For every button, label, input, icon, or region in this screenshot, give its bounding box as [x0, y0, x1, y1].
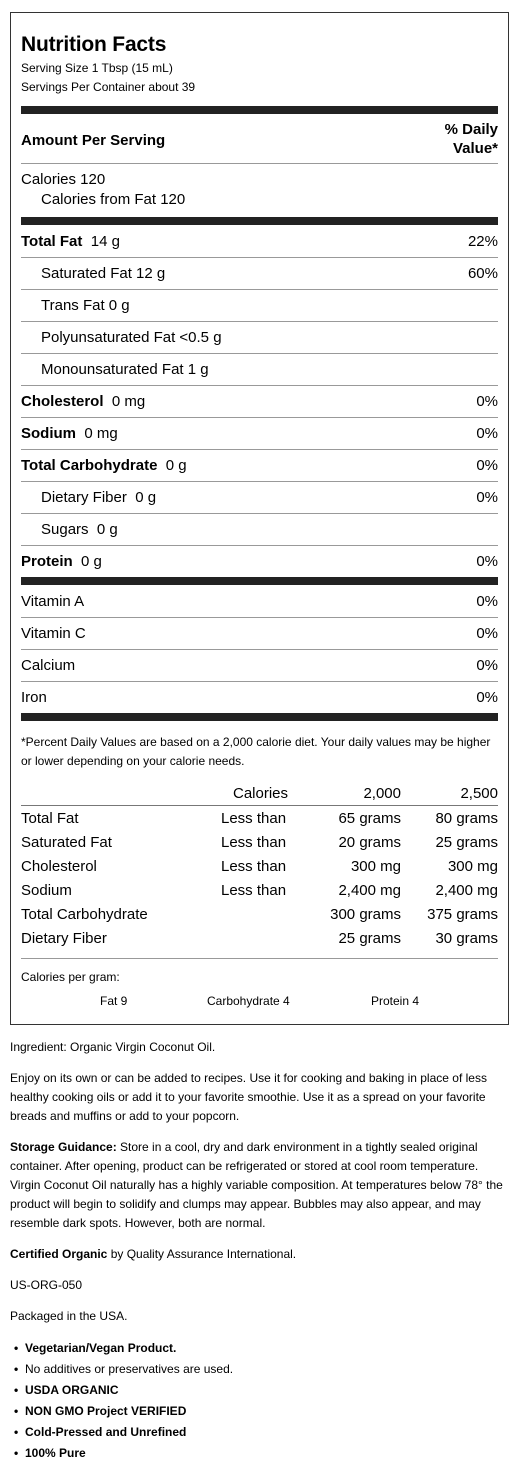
certification-text: Certified Organic by Quality Assurance I… [10, 1247, 297, 1261]
daily-value: 0% [476, 489, 498, 506]
list-item: No additives or preservatives are used. [10, 1359, 510, 1380]
list-item: Vegetarian/Vegan Product. [10, 1338, 510, 1359]
divider-thick [21, 577, 498, 585]
vitamin-row-iron: Iron 0% [21, 681, 498, 713]
calories-block: Calories 120 Calories from Fat 120 [21, 164, 498, 217]
table-row: Sodium Less than 2,400 mg 2,400 mg [21, 881, 498, 899]
cpg-protein: Protein 4 [371, 994, 420, 1008]
nutrient-row-trans-fat: Trans Fat 0 g [21, 289, 498, 321]
divider-thick [21, 106, 498, 114]
daily-value-footnote: *Percent Daily Values are based on a 2,0… [21, 735, 491, 768]
amount-per-serving-header: Amount Per Serving % Daily Value* [21, 114, 498, 163]
daily-value-reference-rows: Total Fat Less than 65 grams 80 grams Sa… [21, 806, 498, 950]
nutrition-facts-label: Nutrition Facts Serving Size 1 Tbsp (15 … [10, 12, 509, 1025]
list-item: Cold-Pressed and Unrefined [10, 1422, 510, 1443]
table-divider [21, 805, 498, 806]
nutrient-row-total-carbohydrate: Total Carbohydrate 0 g 0% [21, 449, 498, 481]
usage-text: Enjoy on its own or can be added to reci… [10, 1071, 487, 1123]
daily-value: 0% [476, 457, 498, 474]
table-row: Total Carbohydrate 300 grams 375 grams [21, 905, 498, 923]
daily-value-reference-table: Calories 2,000 2,500 [21, 781, 498, 805]
table-row: Cholesterol Less than 300 mg 300 mg [21, 857, 498, 875]
table-row: Dietary Fiber 25 grams 30 grams [21, 929, 498, 947]
list-item: USDA ORGANIC [10, 1380, 510, 1401]
daily-value-header: % Daily Value* [444, 120, 498, 157]
ingredient-text: Ingredient: Organic Virgin Coconut Oil. [10, 1040, 216, 1054]
table-row: Saturated Fat Less than 20 grams 25 gram… [21, 833, 498, 851]
table-header-row: Calories 2,000 2,500 [233, 784, 498, 802]
divider-thin [21, 958, 498, 959]
daily-value: 0% [476, 425, 498, 442]
divider-thick [21, 713, 498, 721]
daily-value: 60% [467, 265, 498, 282]
divider-thick [21, 217, 498, 225]
daily-value: 0% [476, 393, 498, 410]
calories-per-gram-label: Calories per gram: [21, 970, 120, 984]
certification-code: US-ORG-050 [10, 1278, 83, 1292]
list-item: NON GMO Project VERIFIED [10, 1401, 510, 1422]
nutrient-row-saturated-fat: Saturated Fat 12 g 60% [21, 257, 498, 289]
serving-size: Serving Size 1 Tbsp (15 mL) [21, 61, 173, 75]
storage-guidance: Storage Guidance: Store in a cool, dry a… [10, 1140, 503, 1230]
vitamin-row-vitamin-c: Vitamin C 0% [21, 617, 498, 649]
nutrient-row-sugars: Sugars 0 g [21, 513, 498, 545]
nutrient-row-polyunsaturated-fat: Polyunsaturated Fat <0.5 g [21, 321, 498, 353]
nutrient-row-dietary-fiber: Dietary Fiber 0 g 0% [21, 481, 498, 513]
calories: Calories 120 [21, 171, 106, 188]
vitamin-row-calcium: Calcium 0% [21, 649, 498, 681]
packaged-text: Packaged in the USA. [10, 1309, 128, 1323]
calories-per-gram-values: Fat 9 Carbohydrate 4 Protein 4 [21, 984, 498, 1010]
calories-from-fat: Calories from Fat 120 [41, 191, 186, 208]
daily-value: 0% [476, 553, 498, 570]
cpg-fat: Fat 9 [100, 994, 128, 1008]
nutrient-row-total-fat: Total Fat 14 g 22% [21, 232, 498, 250]
nutrient-row-monounsaturated-fat: Monounsaturated Fat 1 g [21, 353, 498, 385]
nutrient-row-sodium: Sodium 0 mg 0% [21, 417, 498, 449]
amount-per-serving-label: Amount Per Serving [21, 132, 166, 149]
servings-per-container: Servings Per Container about 39 [21, 80, 196, 94]
feature-list: Vegetarian/Vegan Product. No additives o… [10, 1338, 510, 1464]
cpg-carbohydrate: Carbohydrate 4 [207, 994, 290, 1008]
table-row: Total Fat Less than 65 grams 80 grams [21, 809, 498, 827]
nutrient-row-protein: Protein 0 g 0% [21, 545, 498, 577]
product-info: Ingredient: Organic Virgin Coconut Oil. … [10, 1038, 510, 1464]
nutrient-row-cholesterol: Cholesterol 0 mg 0% [21, 385, 498, 417]
divider-thin [21, 163, 498, 164]
list-item: 100% Pure [10, 1443, 510, 1464]
vitamin-row-vitamin-a: Vitamin A 0% [21, 592, 498, 610]
daily-value: 22% [467, 232, 498, 250]
nutrition-facts-title: Nutrition Facts [21, 33, 167, 56]
